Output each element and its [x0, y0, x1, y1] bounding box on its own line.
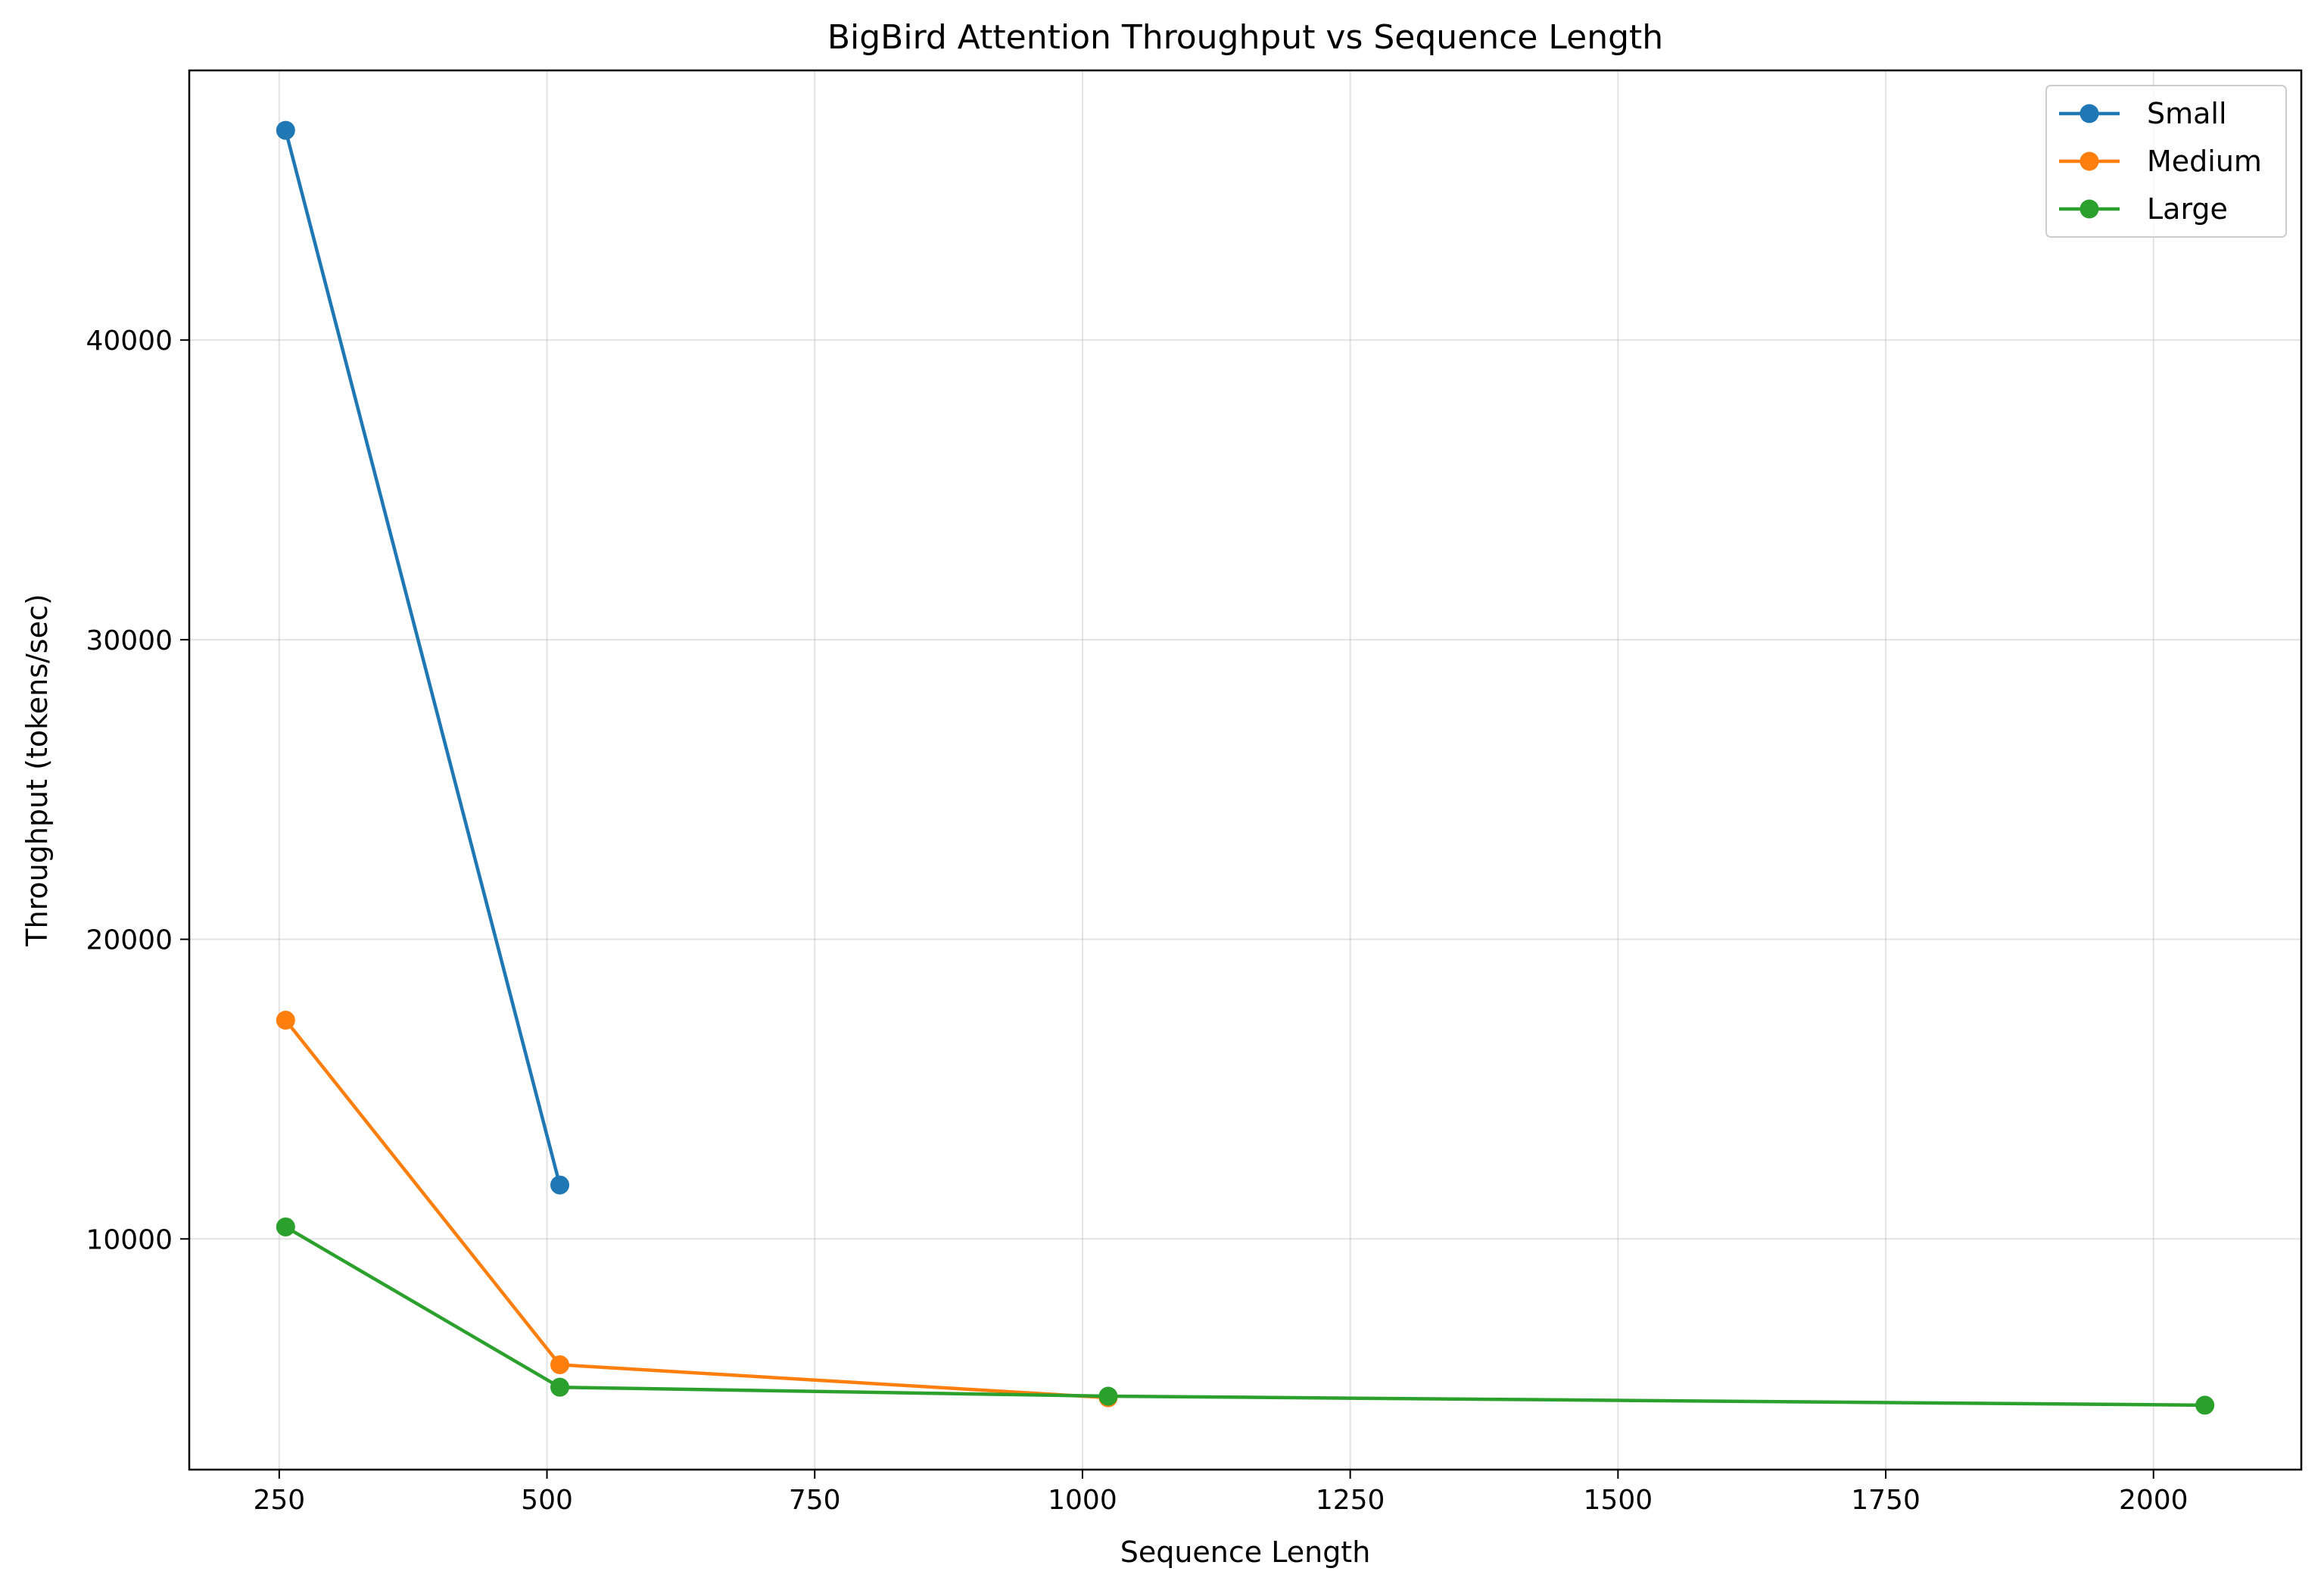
plot-frame — [188, 69, 2303, 1471]
data-point-large — [1098, 1386, 1118, 1406]
legend: Small Medium Large — [2045, 85, 2287, 238]
grid — [189, 70, 2301, 1470]
data-point-small — [550, 1175, 570, 1195]
x-tick-label: 2000 — [2119, 1485, 2188, 1516]
legend-item-small: Small — [2059, 97, 2227, 130]
data-point-small — [276, 120, 295, 140]
x-tick-label: 1500 — [1584, 1485, 1653, 1516]
legend-label-small: Small — [2147, 97, 2227, 130]
legend-label-medium: Medium — [2147, 145, 2262, 178]
legend-marker-medium — [2079, 151, 2099, 171]
legend-label-large: Large — [2147, 192, 2228, 226]
chart-title: BigBird Attention Throughput vs Sequence… — [827, 18, 1663, 57]
data-point-large — [2195, 1395, 2215, 1415]
legend-box — [2045, 85, 2287, 238]
series-large — [276, 1217, 2215, 1415]
x-tick-label: 1000 — [1048, 1485, 1117, 1516]
data-point-large — [550, 1377, 570, 1397]
x-tick-label: 1750 — [1851, 1485, 1921, 1516]
legend-marker-large — [2079, 199, 2099, 219]
y-tick-label: 20000 — [86, 925, 173, 956]
y-axis-ticks: 10000 20000 30000 40000 — [86, 326, 189, 1255]
x-tick-label: 750 — [789, 1485, 841, 1516]
series-group — [276, 120, 2215, 1415]
x-tick-label: 250 — [253, 1485, 305, 1516]
legend-item-medium: Medium — [2059, 145, 2262, 178]
series-line-small — [284, 128, 562, 1187]
series-line-large — [284, 1225, 2207, 1408]
data-point-medium — [276, 1010, 295, 1030]
y-tick-label: 30000 — [86, 625, 173, 656]
x-axis-ticks: 250 500 750 1000 1250 1500 1750 2000 — [253, 1470, 2188, 1516]
x-tick-label: 500 — [521, 1485, 573, 1516]
data-point-medium — [550, 1355, 570, 1374]
legend-marker-small — [2079, 104, 2099, 123]
y-axis-label: Throughput (tokens/sec) — [20, 594, 54, 946]
y-tick-label: 40000 — [86, 326, 173, 357]
series-small — [276, 120, 570, 1195]
data-point-large — [276, 1217, 295, 1236]
x-tick-label: 1250 — [1316, 1485, 1385, 1516]
legend-item-large: Large — [2059, 192, 2228, 226]
y-tick-label: 10000 — [86, 1224, 173, 1255]
x-axis-label: Sequence Length — [1120, 1535, 1371, 1569]
